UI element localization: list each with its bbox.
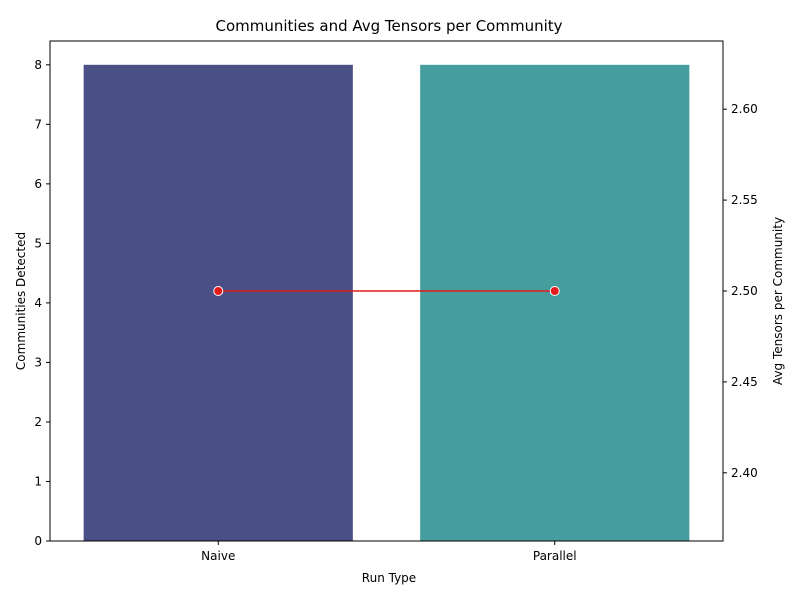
y-tick-label: 7 (34, 117, 42, 131)
x-tick-label: Parallel (533, 549, 577, 563)
y-tick-label: 6 (34, 177, 42, 191)
y2-tick-label: 2.40 (731, 466, 758, 480)
bar-naive (83, 64, 353, 542)
y-axis-label: Communities Detected (14, 232, 28, 370)
axes: 0 1 2 3 4 5 6 7 8 2.40 2.45 2.50 2.55 2.60 Naive Parall… (34, 40, 758, 563)
x-axis-label: Run Type (362, 571, 416, 585)
x-tick-label: Naive (201, 549, 235, 563)
y2-tick-label: 2.50 (731, 284, 758, 298)
y2-axis-label: Avg Tensors per Community (771, 217, 785, 385)
y-tick-label: 3 (34, 355, 42, 369)
avg-tensors-point-naive (213, 286, 224, 296)
y-tick-label: 2 (34, 415, 42, 429)
avg-tensors-point-parallel (549, 286, 560, 296)
y-tick-label: 1 (34, 474, 42, 488)
y2-tick-label: 2.55 (731, 193, 758, 207)
y-tick-label: 5 (34, 236, 42, 250)
y2-tick-label: 2.45 (731, 375, 758, 389)
bar-parallel (420, 64, 690, 542)
y-tick-label: 8 (34, 58, 42, 72)
y-tick-label: 0 (34, 534, 42, 548)
y2-tick-label: 2.60 (731, 102, 758, 116)
chart-title: Communities and Avg Tensors per Communit… (215, 17, 562, 35)
plot-area (83, 64, 690, 542)
y-tick-label: 4 (34, 296, 42, 310)
